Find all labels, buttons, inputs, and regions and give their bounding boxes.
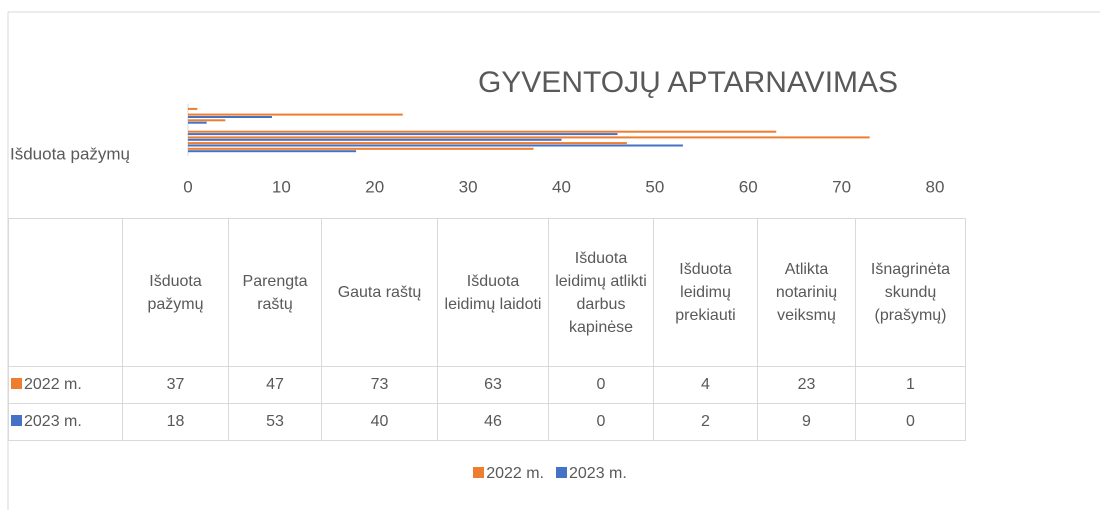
x-tick-label: 0 [183,177,192,196]
bar [188,119,226,122]
legend-label: 2022 m. [486,465,544,482]
x-tick-label: 40 [552,177,571,196]
bar [188,107,198,110]
legend-label: 2023 m. [569,465,627,482]
table-value: 0 [855,403,966,441]
bar [188,144,683,147]
swatch [11,378,22,389]
legend-item: 2023 m. [556,465,627,482]
y-tick-label: Išduota pažymų [10,144,130,163]
table-value: 37 [122,366,229,404]
bar [188,116,273,118]
category-label: Išnagrinėta skundų (prašymų) [855,218,966,367]
bar [188,150,357,153]
bar [188,142,627,145]
bar [188,113,403,116]
table-value: 2 [653,403,758,441]
category-label: Atlikta notarinių veiksmų [757,218,856,367]
chart-title: GYVENTOJŲ APTARNAVIMAS [478,66,898,99]
legend: 2022 m. 2023 m. [0,465,1100,483]
series-name: 2023 m. [24,413,82,430]
legend-swatch [556,467,567,478]
series-label: 2023 m. [8,403,123,441]
header-row: Išduota pažymų Parengta raštų Gauta raštų I… [8,218,966,367]
bar [188,138,562,141]
data-row: 2022 m. 37 47 73 63 0 4 23 1 [8,366,966,404]
legend-item: 2022 m. [473,465,544,482]
legend-swatch [473,467,485,478]
series-name: 2022 m. [24,376,82,393]
table-value: 0 [548,366,654,404]
swatch [11,415,22,426]
table-value: 23 [757,366,856,404]
bar [188,130,777,133]
table-value: 9 [757,403,856,441]
table-value: 47 [228,366,322,404]
corner-cell [8,218,123,367]
x-tick-label: 20 [365,177,384,196]
table-value: 63 [437,366,549,404]
x-tick-label: 80 [926,177,945,196]
x-tick-label: 50 [645,177,664,196]
category-label: Išduota leidimų atlikti darbus kapinėse [548,218,654,367]
series-label: 2022 m. [8,366,123,404]
data-row: 2023 m. 18 53 40 46 0 2 9 0 [8,403,966,441]
bar [188,136,870,139]
bar [188,147,534,150]
table-value: 18 [122,403,229,441]
table-value: 0 [548,403,654,441]
table-value: 4 [653,366,758,404]
table-value: 73 [321,366,438,404]
x-tick-label: 60 [739,177,758,196]
category-label: Išduota pažymų [122,218,229,367]
table-value: 46 [437,403,549,441]
table-value: 53 [228,403,322,441]
data-table: Išduota pažymų Parengta raštų Gauta raštų I… [8,218,966,441]
bar [188,133,618,136]
category-label: Išduota leidimų laidoti [437,218,549,367]
table-value: 40 [321,403,438,441]
category-label: Išduota leidimų prekiauti [653,218,758,367]
bar [188,121,207,124]
category-label: Gauta raštų [321,218,438,367]
table-value: 1 [855,366,966,404]
category-label: Parengta raštų [228,218,322,367]
x-tick-label: 70 [832,177,851,196]
x-tick-label: 30 [459,177,478,196]
x-tick-label: 10 [272,177,291,196]
